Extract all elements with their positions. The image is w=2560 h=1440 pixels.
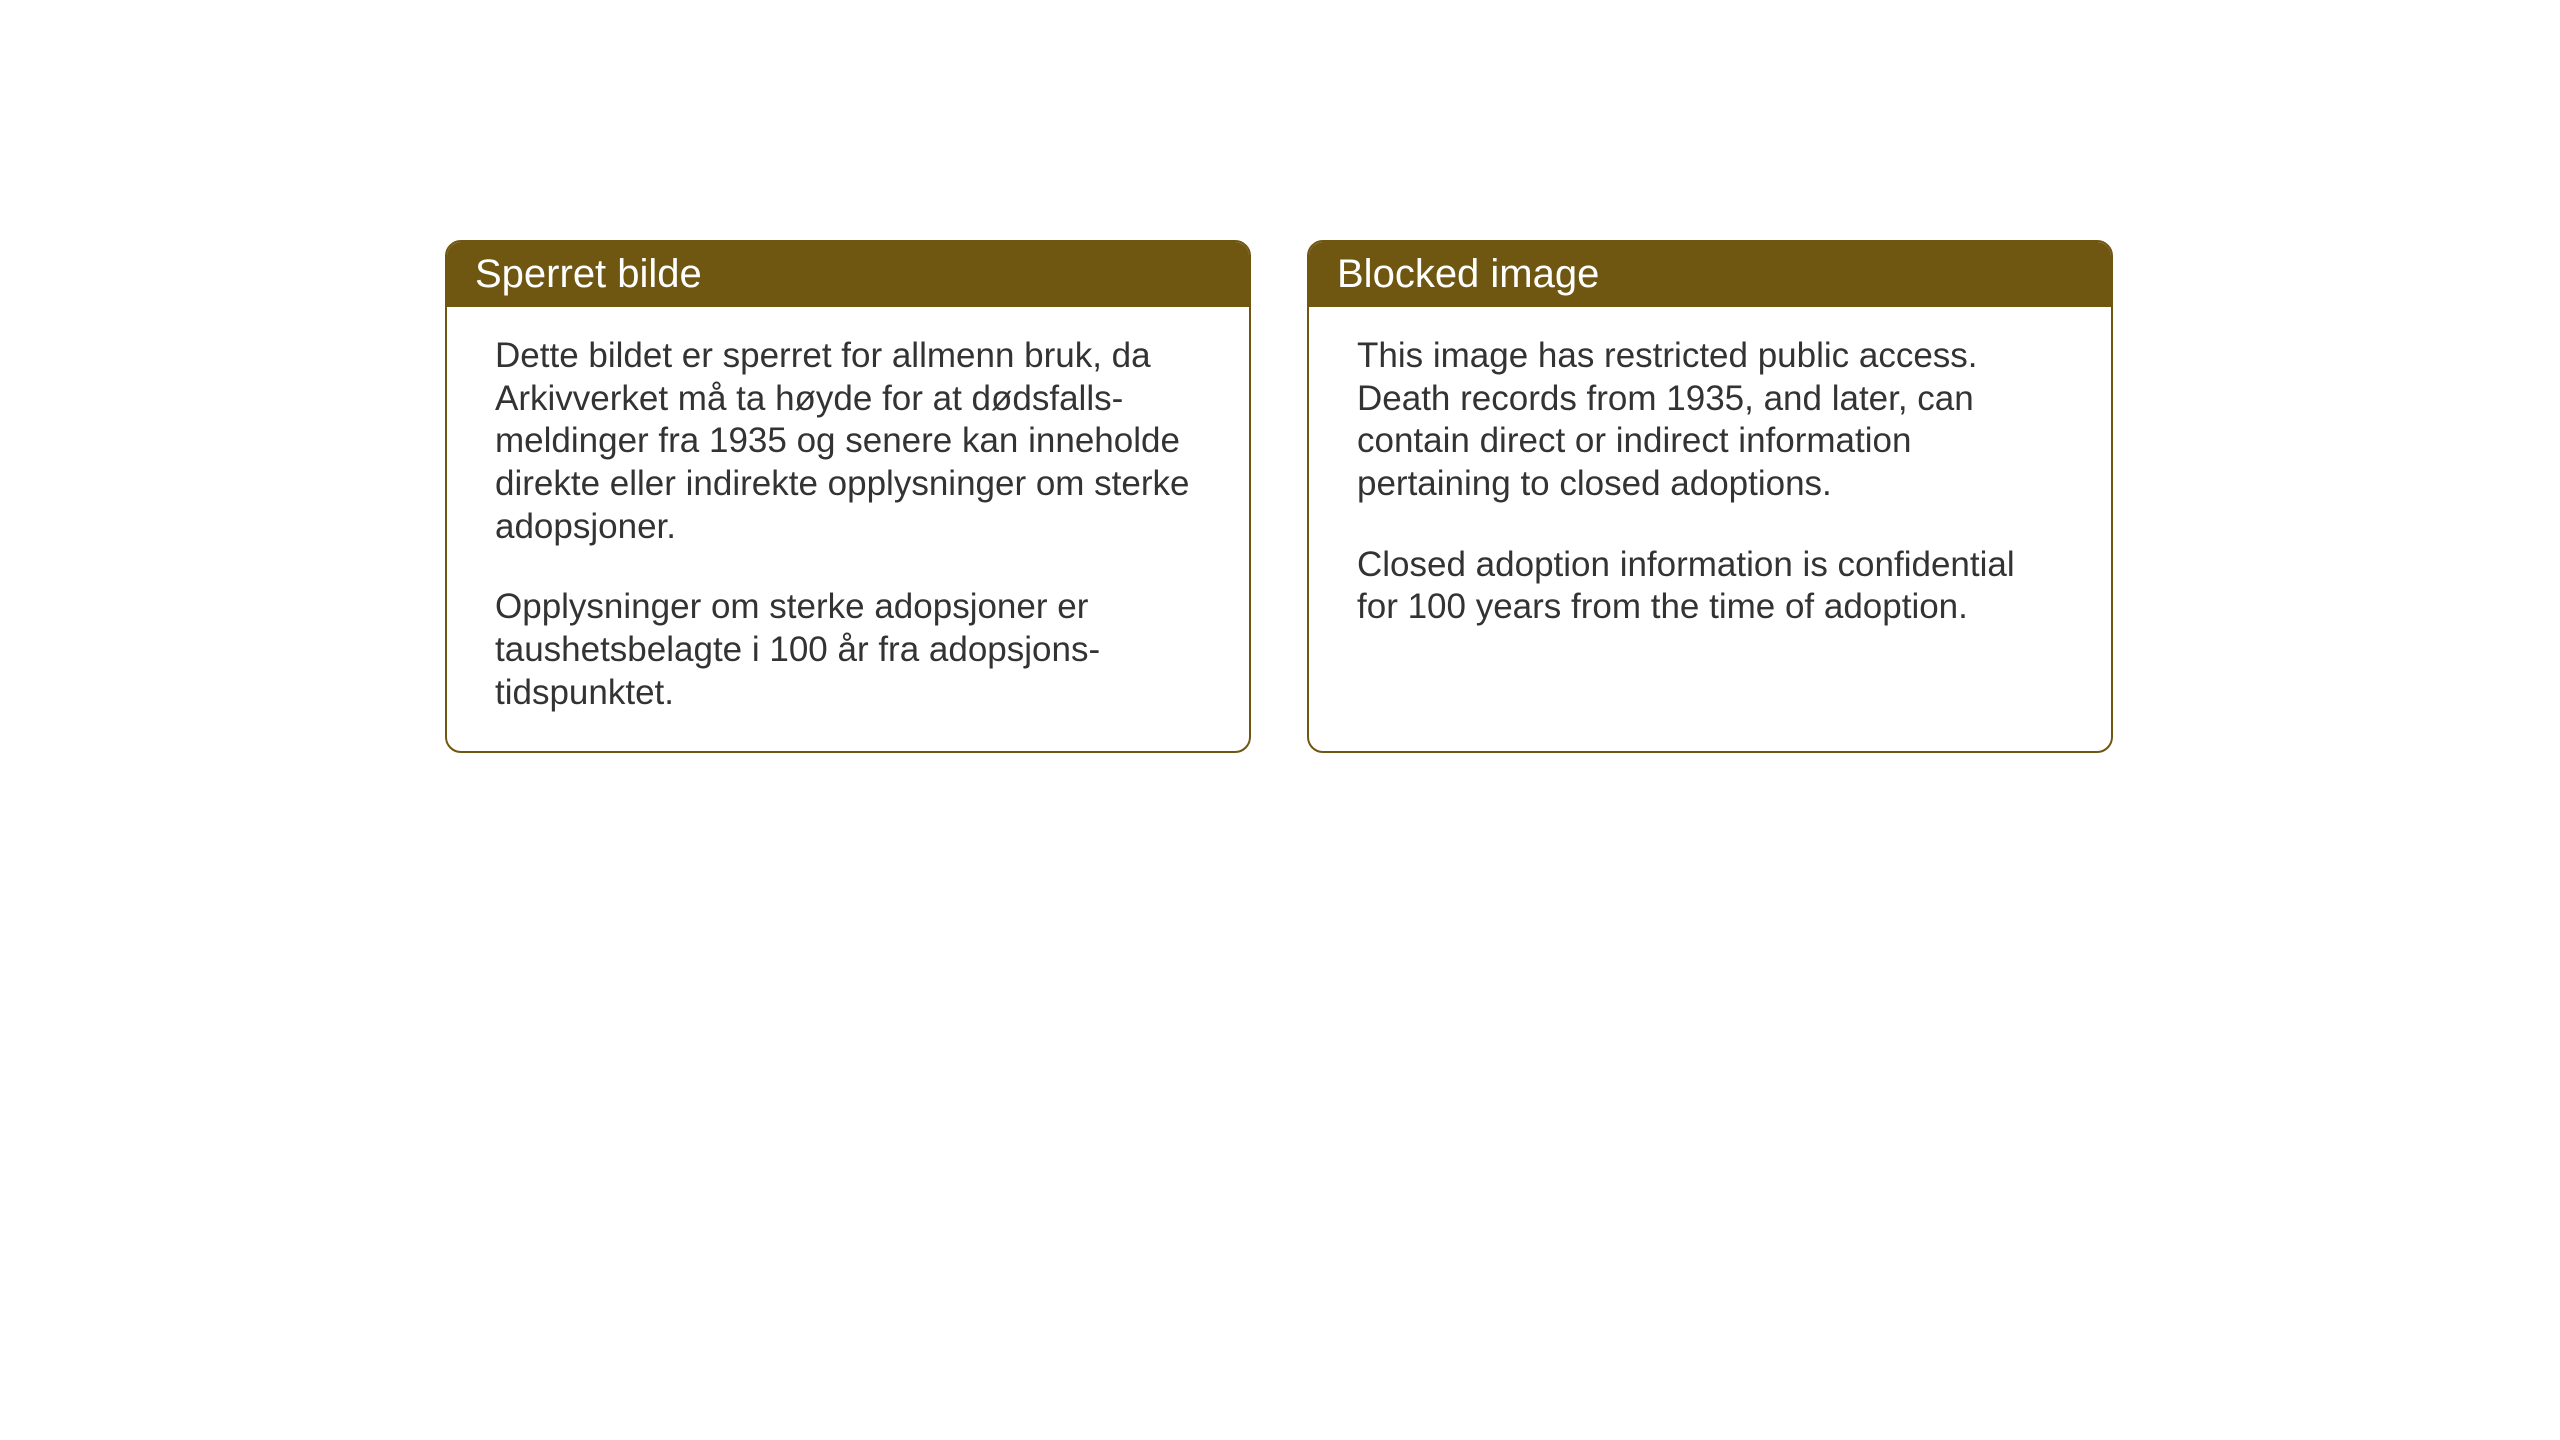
card-header-norwegian: Sperret bilde xyxy=(447,242,1249,307)
card-title-english: Blocked image xyxy=(1337,252,1599,296)
card-paragraph-1-norwegian: Dette bildet er sperret for allmenn bruk… xyxy=(495,335,1201,548)
card-english: Blocked image This image has restricted … xyxy=(1307,240,2113,753)
cards-container: Sperret bilde Dette bildet er sperret fo… xyxy=(445,240,2113,753)
card-header-english: Blocked image xyxy=(1309,242,2111,307)
card-body-english: This image has restricted public access.… xyxy=(1309,307,2111,747)
card-body-norwegian: Dette bildet er sperret for allmenn bruk… xyxy=(447,307,1249,751)
card-norwegian: Sperret bilde Dette bildet er sperret fo… xyxy=(445,240,1251,753)
card-paragraph-2-english: Closed adoption information is confident… xyxy=(1357,544,2063,629)
card-paragraph-1-english: This image has restricted public access.… xyxy=(1357,335,2063,506)
card-title-norwegian: Sperret bilde xyxy=(475,252,702,296)
card-paragraph-2-norwegian: Opplysninger om sterke adopsjoner er tau… xyxy=(495,586,1201,714)
